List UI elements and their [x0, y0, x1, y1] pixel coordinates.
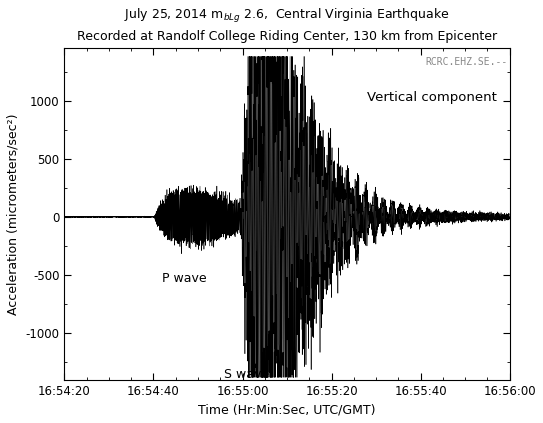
Text: Vertical component: Vertical component [367, 91, 496, 104]
Y-axis label: Acceleration (micrometers/sec²): Acceleration (micrometers/sec²) [7, 113, 20, 315]
Text: P wave: P wave [162, 272, 207, 285]
X-axis label: Time (Hr:Min:Sec, UTC/GMT): Time (Hr:Min:Sec, UTC/GMT) [198, 403, 376, 416]
Text: S wave: S wave [224, 368, 269, 381]
Title: July 25, 2014 m$_{bLg}$ 2.6,  Central Virginia Earthquake
Recorded at Randolf Co: July 25, 2014 m$_{bLg}$ 2.6, Central Vir… [77, 7, 497, 43]
Text: RCRC.EHZ.SE.--: RCRC.EHZ.SE.-- [425, 57, 508, 66]
